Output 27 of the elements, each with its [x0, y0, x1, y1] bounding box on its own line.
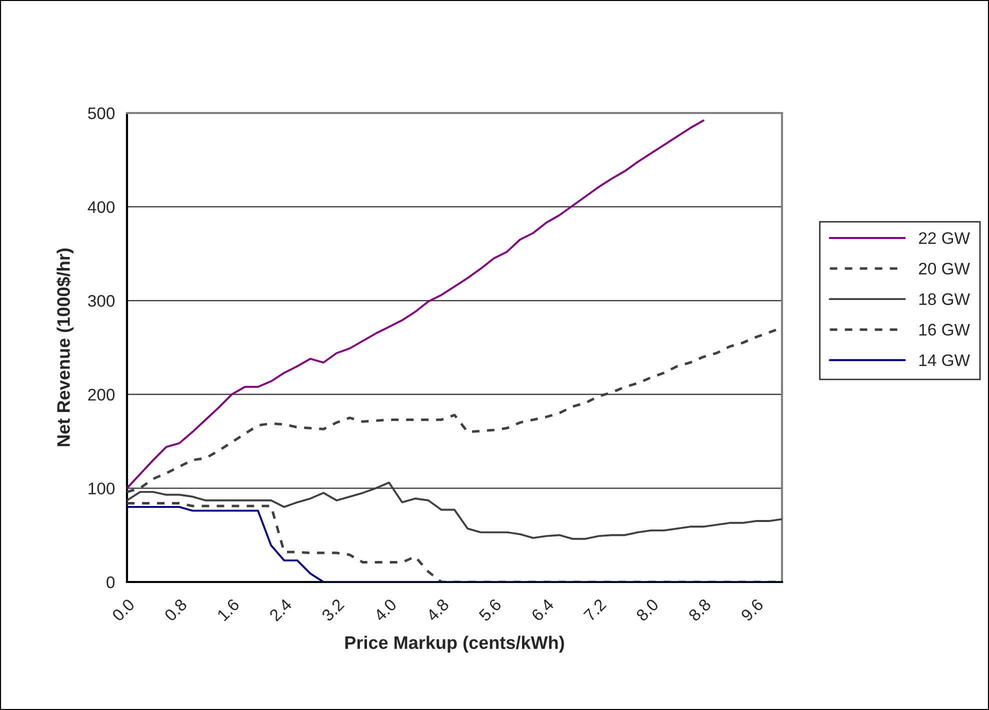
x-tick-label: 0.8 — [164, 598, 188, 622]
x-tick-label: 8.0 — [635, 598, 660, 622]
y-tick-label: 100 — [88, 482, 115, 494]
x-tick-label: 9.6 — [740, 598, 764, 622]
legend-label: 20 GW — [918, 262, 970, 275]
x-tick-label: 3.2 — [320, 598, 345, 622]
x-tick-label: 1.6 — [216, 598, 240, 622]
y-tick-label: 200 — [88, 388, 115, 401]
y-tick-label: 0 — [106, 576, 115, 588]
x-axis-title: Price Markup (cents/kWh) — [345, 636, 564, 653]
x-tick-label: 6.4 — [530, 598, 555, 622]
x-tick-label: 2.4 — [268, 598, 292, 622]
y-axis-title: Net Revenue (1000$/hr) — [56, 248, 74, 446]
x-tick-label: 0.0 — [111, 598, 136, 622]
x-tick-label: 8.8 — [688, 598, 712, 622]
legend-label: 18 GW — [919, 293, 970, 306]
legend-label: 14 GW — [919, 354, 970, 366]
x-tick-label: 4.0 — [373, 598, 398, 622]
legend-label: 16 GW — [919, 324, 970, 336]
x-tick-label: 7.2 — [583, 598, 607, 622]
legend-label: 22 GW — [918, 232, 970, 244]
x-tick-label: 5.6 — [478, 598, 502, 622]
y-tick-label: 300 — [88, 295, 115, 307]
y-tick-label: 400 — [88, 201, 115, 214]
line-series — [127, 120, 704, 490]
y-tick-label: 500 — [88, 107, 115, 120]
x-tick-label: 4.8 — [426, 598, 450, 622]
